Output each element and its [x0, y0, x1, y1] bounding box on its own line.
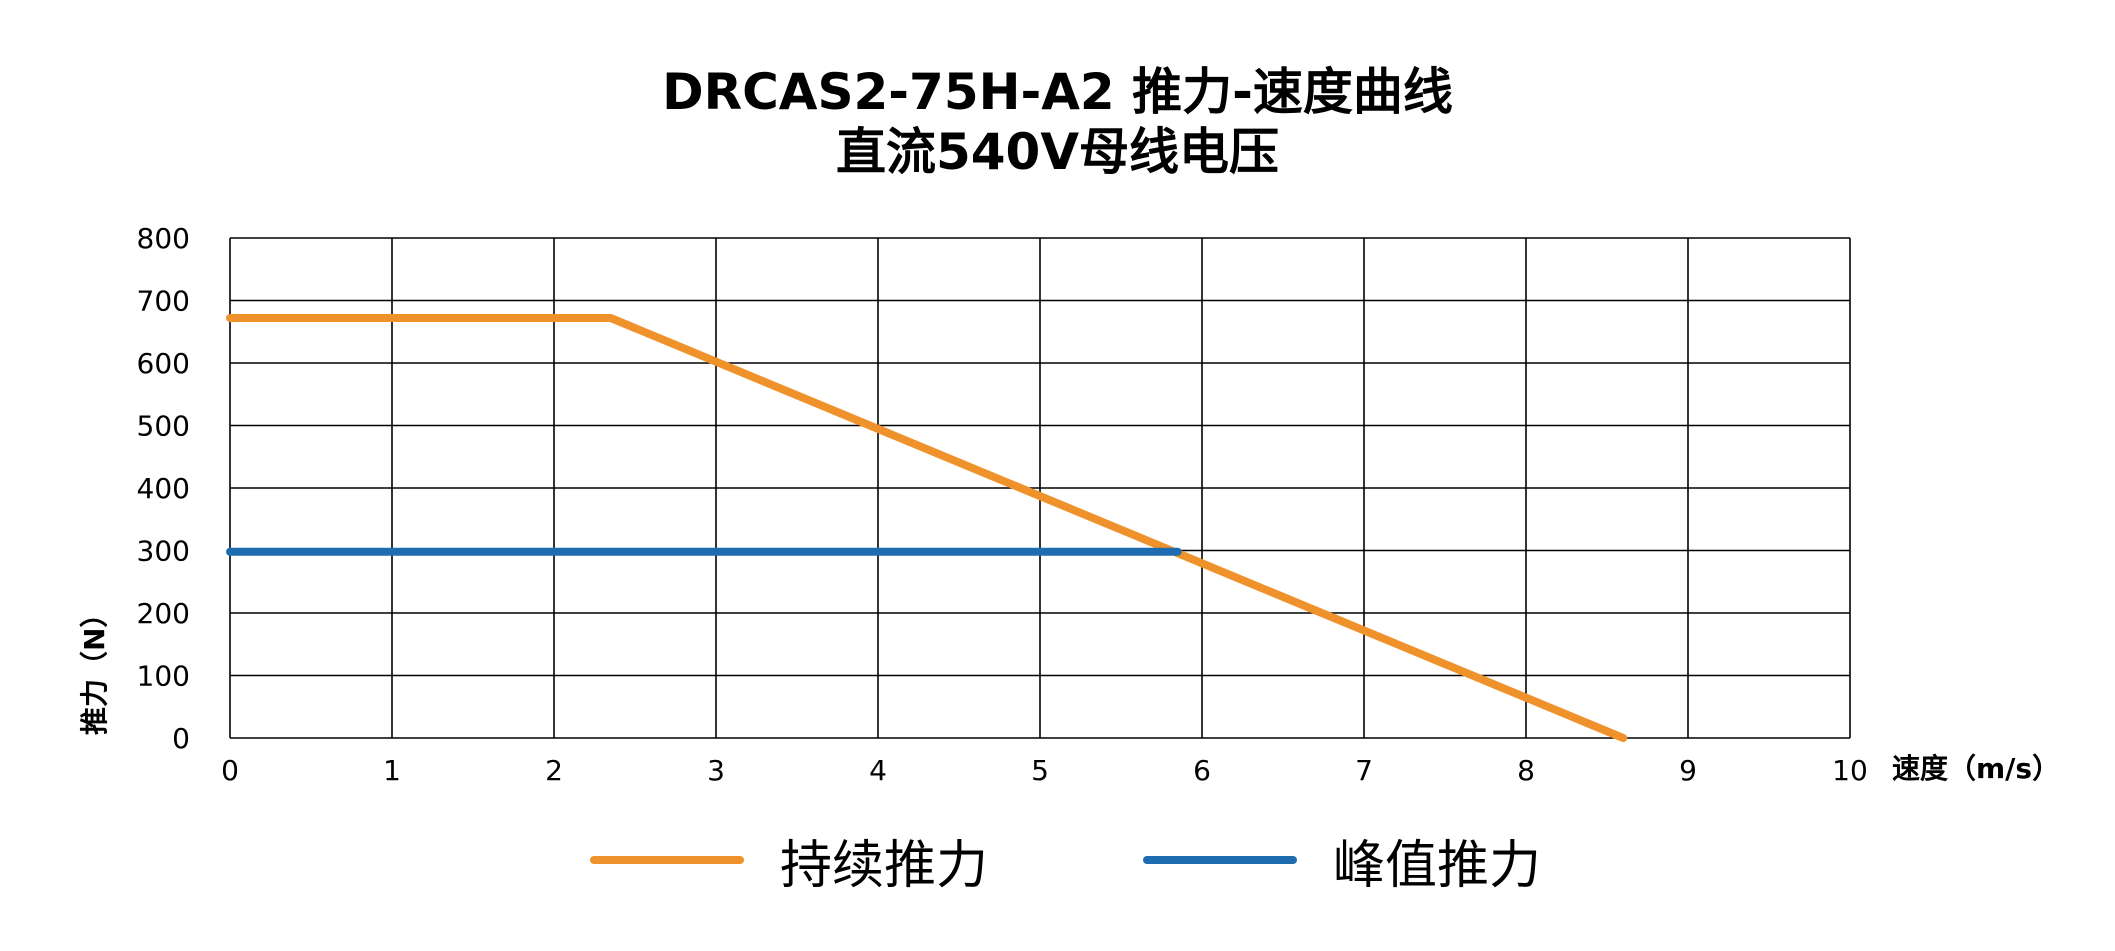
y-tick-label: 700 — [137, 285, 190, 318]
y-tick-labels: 0 100 200 300 400 500 600 700 800 — [137, 222, 190, 755]
chart-subtitle: 直流540V母线电压 — [835, 123, 1280, 181]
x-tick-label: 2 — [545, 754, 563, 787]
x-tick-label: 7 — [1355, 754, 1373, 787]
y-tick-label: 300 — [137, 535, 190, 568]
x-tick-label: 8 — [1517, 754, 1535, 787]
y-tick-label: 200 — [137, 597, 190, 630]
x-tick-label: 1 — [383, 754, 401, 787]
y-tick-label: 400 — [137, 472, 190, 505]
legend-item-continuous: 持续推力 — [590, 825, 989, 896]
y-tick-label: 600 — [137, 347, 190, 380]
series-line-0 — [226, 314, 1628, 742]
x-tick-label: 9 — [1679, 754, 1697, 787]
legend-swatch-peak — [1143, 856, 1297, 864]
y-tick-label: 800 — [137, 222, 190, 255]
y-tick-label: 100 — [137, 660, 190, 693]
grid — [229, 237, 1851, 739]
x-tick-label: 10 — [1832, 754, 1868, 787]
chart-title: DRCAS2-75H-A2 推力-速度曲线 — [662, 63, 1453, 121]
y-tick-label: 0 — [172, 722, 190, 755]
legend-label-peak: 峰值推力 — [1333, 835, 1542, 896]
x-tick-label: 0 — [221, 754, 239, 787]
x-tick-label: 5 — [1031, 754, 1049, 787]
legend-label-continuous: 持续推力 — [780, 835, 989, 896]
x-tick-labels: 0 1 2 3 4 5 6 7 8 9 10 — [221, 754, 1868, 787]
x-tick-label: 6 — [1193, 754, 1211, 787]
y-axis-label: 推力（N） — [78, 600, 111, 735]
x-tick-label: 4 — [869, 754, 887, 787]
x-tick-label: 3 — [707, 754, 725, 787]
y-tick-label: 500 — [137, 410, 190, 443]
series-lines — [226, 314, 1628, 742]
legend-item-peak: 峰值推力 — [1143, 825, 1542, 896]
legend-swatch-continuous — [590, 856, 744, 864]
x-axis-label: 速度（m/s） — [1892, 752, 2060, 785]
